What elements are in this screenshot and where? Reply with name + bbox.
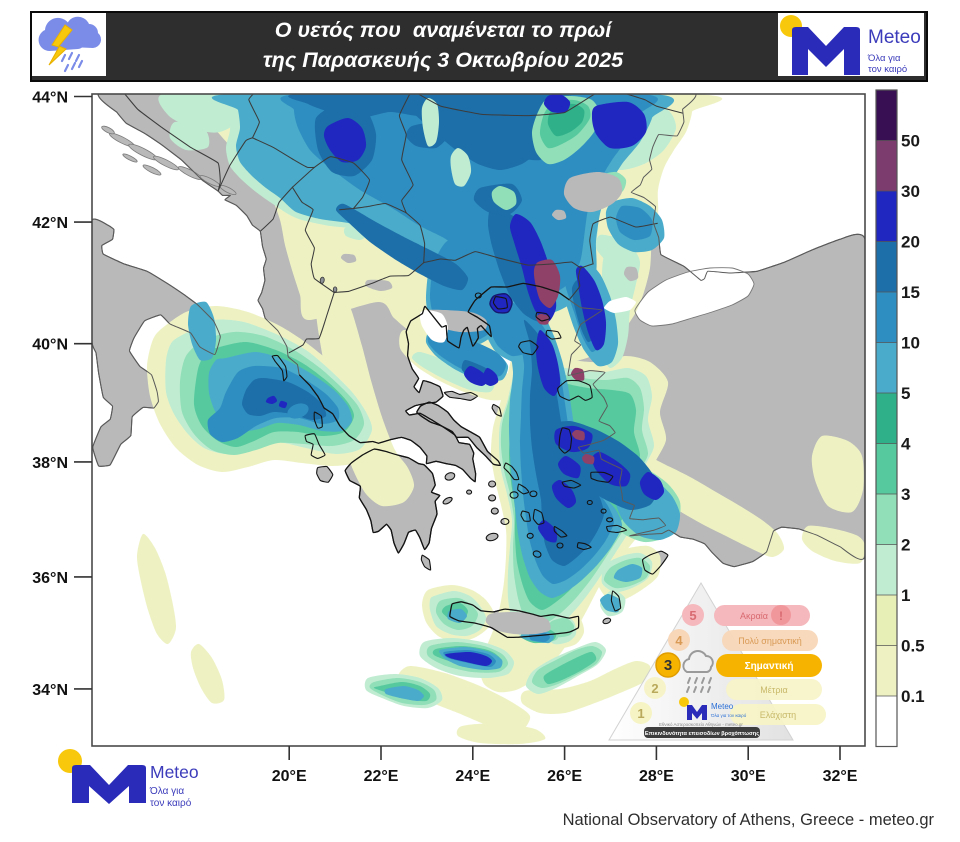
svg-text:0.5: 0.5: [901, 637, 925, 656]
svg-text:3: 3: [664, 657, 672, 674]
svg-text:Μέτρια: Μέτρια: [760, 685, 787, 695]
svg-text:Πολύ σημαντική: Πολύ σημαντική: [738, 636, 802, 646]
svg-text:Σημαντική: Σημαντική: [745, 661, 794, 672]
svg-text:38°N: 38°N: [32, 455, 68, 472]
svg-text:15: 15: [901, 283, 920, 302]
svg-text:28°E: 28°E: [639, 768, 674, 785]
svg-text:Meteo: Meteo: [711, 702, 734, 711]
svg-text:24°E: 24°E: [455, 768, 490, 785]
svg-text:30°E: 30°E: [731, 768, 766, 785]
svg-text:40°N: 40°N: [32, 337, 68, 354]
svg-text:Όλα για τον καιρό: Όλα για τον καιρό: [710, 712, 747, 718]
svg-text:26°E: 26°E: [547, 768, 582, 785]
svg-text:4: 4: [675, 633, 683, 648]
svg-text:20°E: 20°E: [272, 768, 307, 785]
svg-text:30: 30: [901, 182, 920, 201]
svg-text:0.1: 0.1: [901, 687, 925, 706]
svg-text:32°E: 32°E: [823, 768, 858, 785]
svg-text:Εθνικό Αστεροσκοπείο Αθηνών -: Εθνικό Αστεροσκοπείο Αθηνών - meteo.gr: [659, 721, 743, 727]
svg-text:10: 10: [901, 334, 920, 353]
svg-text:!: !: [779, 609, 783, 623]
svg-text:Ακραία: Ακραία: [740, 611, 768, 621]
svg-text:Ελάχιστη: Ελάχιστη: [760, 710, 796, 720]
svg-text:4: 4: [901, 435, 911, 454]
svg-text:36°N: 36°N: [32, 570, 68, 587]
svg-text:5: 5: [901, 384, 910, 403]
svg-text:Meteo: Meteo: [868, 27, 921, 48]
svg-text:1: 1: [637, 706, 644, 721]
svg-text:1: 1: [901, 586, 910, 605]
svg-text:Meteo: Meteo: [150, 762, 199, 782]
svg-text:50: 50: [901, 132, 920, 151]
svg-text:Όλα για: Όλα για: [867, 53, 901, 64]
svg-text:44°N: 44°N: [32, 90, 68, 107]
svg-text:τον καιρό: τον καιρό: [868, 64, 907, 75]
svg-text:22°E: 22°E: [364, 768, 399, 785]
svg-text:20: 20: [901, 233, 920, 252]
svg-text:Όλα για: Όλα για: [149, 786, 184, 797]
svg-text:Επικινδυνότητα επεισοδίων βροχ: Επικινδυνότητα επεισοδίων βροχόπτωσης: [645, 731, 759, 737]
svg-text:42°N: 42°N: [32, 215, 68, 232]
svg-text:5: 5: [689, 608, 696, 623]
svg-text:2: 2: [901, 536, 910, 555]
svg-text:34°N: 34°N: [32, 682, 68, 699]
svg-text:τον καιρό: τον καιρό: [150, 797, 192, 809]
svg-text:2: 2: [651, 681, 658, 696]
svg-text:3: 3: [901, 485, 910, 504]
